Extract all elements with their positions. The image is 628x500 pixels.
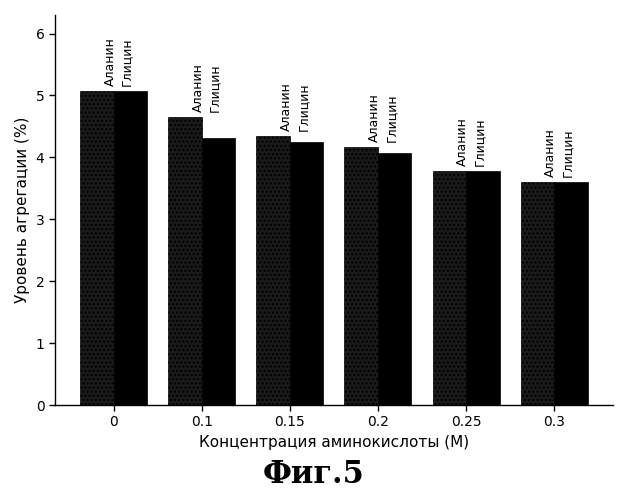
Text: Аланин: Аланин xyxy=(192,64,205,112)
Bar xyxy=(168,117,202,405)
Bar xyxy=(202,138,236,405)
Bar xyxy=(290,142,323,405)
Bar xyxy=(345,147,378,405)
Bar xyxy=(378,153,411,405)
Bar xyxy=(521,182,554,405)
Text: Глицин: Глицин xyxy=(561,128,574,177)
Text: Глицин: Глицин xyxy=(296,82,310,131)
Text: Аланин: Аланин xyxy=(104,38,117,86)
Bar xyxy=(80,91,114,405)
Text: Глицин: Глицин xyxy=(121,38,133,86)
Bar xyxy=(554,182,588,405)
Bar xyxy=(114,91,147,405)
Text: Глицин: Глицин xyxy=(385,94,398,142)
Text: Аланин: Аланин xyxy=(456,117,469,166)
X-axis label: Концентрация аминокислоты (М): Концентрация аминокислоты (М) xyxy=(199,435,469,450)
Text: Фиг.5: Фиг.5 xyxy=(263,459,365,490)
Text: Аланин: Аланин xyxy=(544,128,557,177)
Bar xyxy=(433,171,466,405)
Text: Глицин: Глицин xyxy=(473,118,486,166)
Bar xyxy=(256,136,290,405)
Text: Глицин: Глицин xyxy=(208,64,222,112)
Text: Аланин: Аланин xyxy=(280,82,293,131)
Text: Аланин: Аланин xyxy=(368,93,381,142)
Bar xyxy=(466,171,499,405)
Y-axis label: Уровень агрегации (%): Уровень агрегации (%) xyxy=(15,117,30,303)
